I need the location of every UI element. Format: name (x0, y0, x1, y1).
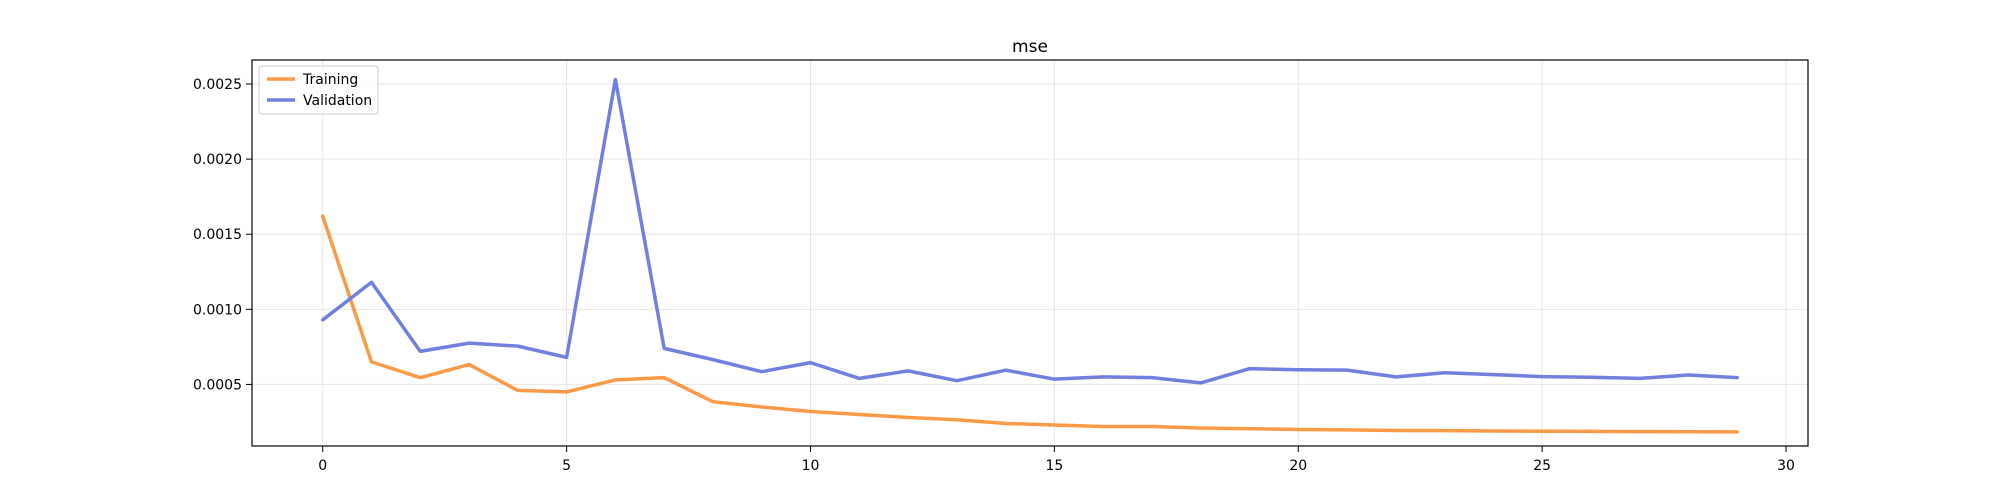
x-tick-label: 25 (1533, 458, 1551, 474)
x-tick-label: 0 (318, 458, 327, 474)
y-tick-label: 0.0015 (193, 227, 242, 243)
legend: Training Validation (258, 65, 379, 115)
series-line-training (320, 214, 1740, 434)
y-tick-label: 0.0005 (193, 377, 242, 393)
grid (252, 60, 1808, 446)
x-tick-label: 5 (562, 458, 571, 474)
plot-frame (251, 59, 1809, 447)
chart-title: mse (1012, 37, 1048, 57)
legend-label-training: Training (302, 72, 358, 88)
legend-label-validation: Validation (303, 93, 372, 109)
series-line-validation (320, 77, 1740, 385)
y-axis: 0.0005 0.0010 0.0015 0.0020 0.0025 (193, 77, 252, 393)
y-tick-label: 0.0020 (193, 152, 242, 168)
y-tick-label: 0.0010 (193, 302, 242, 318)
series-layer (320, 77, 1740, 434)
x-tick-label: 20 (1289, 458, 1307, 474)
x-tick-label: 15 (1045, 458, 1063, 474)
x-axis: 0 5 10 15 20 25 30 (318, 446, 1795, 474)
x-tick-label: 30 (1777, 458, 1795, 474)
x-tick-label: 10 (802, 458, 820, 474)
y-tick-label: 0.0025 (193, 77, 242, 93)
